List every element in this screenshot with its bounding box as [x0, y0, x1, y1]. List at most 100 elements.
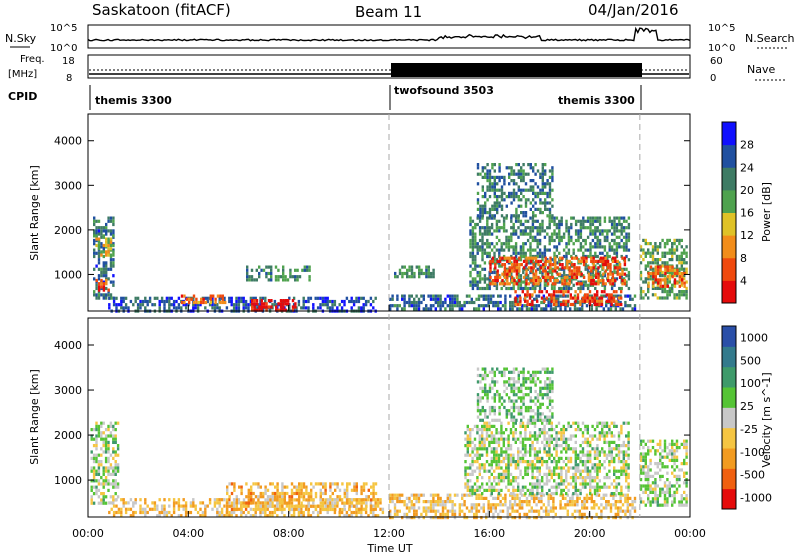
power-cell [654, 286, 657, 290]
velocity-cell [417, 496, 421, 500]
power-cell [223, 296, 226, 300]
power-cell [109, 232, 113, 236]
velocity-cell [355, 504, 358, 508]
velocity-cell [586, 440, 589, 444]
power-cell [218, 306, 221, 310]
velocity-cell [550, 437, 553, 441]
velocity-cell [526, 463, 529, 467]
velocity-cell [469, 444, 472, 448]
velocity-cell [537, 512, 541, 516]
power-cell [577, 286, 580, 291]
velocity-cell [521, 424, 525, 428]
power-cell [552, 302, 556, 307]
velocity-cell [90, 434, 93, 438]
power-cell [644, 251, 647, 255]
velocity-cell [569, 456, 573, 460]
velocity-cell [509, 463, 513, 467]
power-cell [469, 274, 472, 278]
velocity-cell [493, 434, 496, 438]
power-cell [515, 263, 519, 267]
velocity-cell [331, 501, 334, 505]
velocity-cell [548, 469, 551, 473]
velocity-cell [114, 428, 117, 432]
velocity-cell [506, 506, 509, 510]
velocity-cell [517, 488, 520, 492]
velocity-cell [107, 466, 110, 470]
power-cell [594, 254, 597, 259]
velocity-cell [567, 460, 570, 464]
power-cell [602, 282, 605, 286]
power-cell [284, 299, 287, 303]
power-colorbar-tick: 16 [740, 207, 754, 220]
power-cell [542, 269, 545, 273]
velocity-cell [120, 514, 123, 518]
velocity-cell [473, 506, 476, 510]
velocity-cell [259, 491, 262, 496]
power-cell [666, 270, 669, 274]
velocity-cell [509, 460, 513, 464]
power-cell [596, 226, 599, 230]
power-cell [615, 254, 619, 259]
power-cell [469, 283, 472, 287]
power-cell [425, 265, 428, 269]
velocity-cell [319, 482, 322, 486]
velocity-cell [97, 488, 101, 492]
power-cell [566, 275, 569, 279]
velocity-cell [524, 447, 527, 451]
velocity-cell [280, 510, 284, 515]
velocity-cell [517, 485, 520, 489]
power-cell [493, 245, 496, 249]
velocity-cell [370, 504, 373, 508]
power-cell [536, 254, 539, 259]
velocity-cell [343, 501, 346, 505]
velocity-cell [610, 447, 613, 451]
power-cell [649, 271, 653, 276]
velocity-cell [555, 434, 558, 438]
power-cell [518, 307, 521, 311]
power-cell [547, 297, 550, 301]
power-cell [489, 263, 492, 267]
velocity-cell [581, 476, 585, 480]
velocity-cell [574, 479, 577, 483]
power-cell [558, 229, 561, 233]
power-cell [488, 185, 492, 189]
power-cell [100, 270, 103, 275]
power-cell [429, 304, 433, 308]
velocity-cell [177, 504, 181, 508]
velocity-cell [552, 500, 555, 504]
velocity-cell [612, 503, 615, 507]
velocity-cell [553, 466, 556, 470]
velocity-cell [432, 493, 435, 497]
velocity-cell [220, 510, 224, 515]
power-cell [680, 251, 683, 255]
velocity-cell [581, 503, 584, 507]
power-cell [529, 201, 532, 205]
velocity-cell [536, 453, 539, 457]
power-cell [212, 294, 215, 298]
power-cell [235, 306, 238, 310]
power-cell [301, 268, 304, 272]
velocity-cell [324, 507, 327, 512]
velocity-cell [469, 492, 472, 496]
power-cell [627, 277, 631, 281]
power-cell [206, 296, 209, 300]
velocity-cell [533, 450, 537, 454]
velocity-cell [226, 507, 229, 512]
power-cell [369, 303, 373, 307]
velocity-cell [100, 447, 103, 451]
velocity-cell [514, 463, 517, 467]
velocity-cell [465, 493, 469, 497]
velocity-cell [593, 434, 597, 438]
velocity-cell [521, 440, 525, 444]
power-cell [587, 279, 591, 283]
power-cell [451, 300, 454, 305]
power-cell [394, 275, 397, 279]
power-cell [517, 163, 520, 167]
power-cell [671, 275, 674, 279]
velocity-cell [613, 469, 616, 473]
velocity-cell [379, 507, 382, 511]
power-cell [550, 219, 554, 223]
velocity-cell [117, 507, 121, 511]
power-cell [675, 274, 679, 278]
